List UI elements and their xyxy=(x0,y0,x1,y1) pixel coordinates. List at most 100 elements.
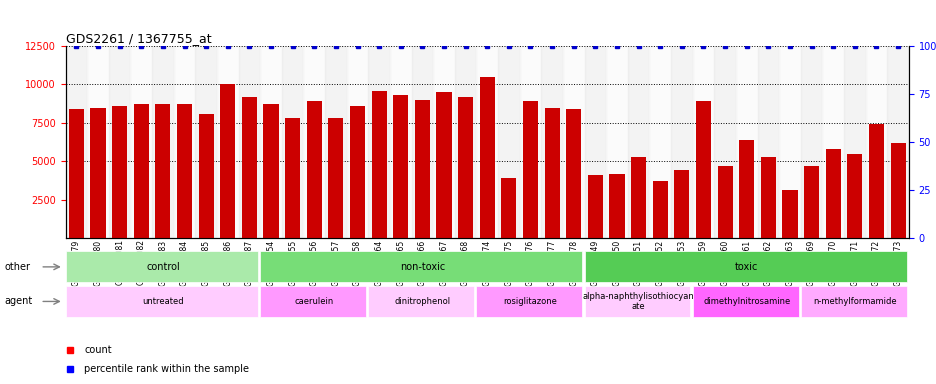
Bar xyxy=(627,46,649,238)
Bar xyxy=(152,46,173,238)
Text: other: other xyxy=(5,262,31,272)
Bar xyxy=(68,109,84,238)
Bar xyxy=(498,46,519,238)
Bar xyxy=(868,124,883,238)
Bar xyxy=(454,46,475,238)
Bar xyxy=(735,46,756,238)
FancyBboxPatch shape xyxy=(692,286,797,317)
Text: toxic: toxic xyxy=(734,262,757,272)
Bar xyxy=(803,166,818,238)
Bar xyxy=(411,46,432,238)
Bar xyxy=(779,46,800,238)
Bar xyxy=(674,170,689,238)
Bar xyxy=(195,46,217,238)
Bar xyxy=(846,154,861,238)
Bar xyxy=(825,149,840,238)
Bar xyxy=(606,46,627,238)
Bar xyxy=(889,143,905,238)
Bar xyxy=(695,101,710,238)
FancyBboxPatch shape xyxy=(584,286,690,317)
Bar xyxy=(479,77,494,238)
FancyBboxPatch shape xyxy=(260,286,366,317)
Bar xyxy=(217,46,239,238)
Bar xyxy=(522,101,537,238)
Bar xyxy=(134,104,149,238)
FancyBboxPatch shape xyxy=(66,286,257,317)
Bar xyxy=(306,101,321,238)
Bar xyxy=(198,114,213,238)
Bar xyxy=(346,46,368,238)
Bar xyxy=(739,140,753,238)
Text: control: control xyxy=(146,262,180,272)
Bar xyxy=(760,157,775,238)
Bar xyxy=(670,46,692,238)
Bar xyxy=(865,46,886,238)
Text: untreated: untreated xyxy=(142,297,183,306)
Bar xyxy=(800,46,822,238)
Bar xyxy=(239,46,260,238)
Bar xyxy=(630,157,646,238)
Bar xyxy=(584,46,606,238)
Bar xyxy=(782,190,797,238)
Bar xyxy=(475,46,498,238)
Bar xyxy=(886,46,908,238)
Bar xyxy=(87,46,109,238)
Bar xyxy=(177,104,192,238)
Bar xyxy=(155,104,170,238)
Bar xyxy=(263,104,278,238)
FancyBboxPatch shape xyxy=(368,286,474,317)
Bar xyxy=(415,100,430,238)
Bar xyxy=(112,106,127,238)
Bar xyxy=(389,46,411,238)
Bar xyxy=(756,46,779,238)
Text: GDS2261 / 1367755_at: GDS2261 / 1367755_at xyxy=(66,32,211,45)
Bar xyxy=(303,46,325,238)
Bar xyxy=(109,46,130,238)
Text: rosiglitazone: rosiglitazone xyxy=(503,297,557,306)
Bar xyxy=(541,46,563,238)
Bar xyxy=(66,46,87,238)
Bar xyxy=(565,109,580,238)
Bar xyxy=(220,84,235,238)
Bar xyxy=(325,46,346,238)
Bar xyxy=(713,46,735,238)
Text: agent: agent xyxy=(5,296,33,306)
Bar xyxy=(432,46,454,238)
FancyBboxPatch shape xyxy=(584,252,906,283)
Bar xyxy=(260,46,282,238)
Bar xyxy=(173,46,195,238)
Bar xyxy=(501,178,516,238)
Bar xyxy=(349,106,365,238)
Bar xyxy=(717,166,732,238)
FancyBboxPatch shape xyxy=(475,286,582,317)
Bar xyxy=(587,175,602,238)
Bar xyxy=(328,118,344,238)
Bar xyxy=(843,46,865,238)
Bar xyxy=(519,46,541,238)
Bar xyxy=(544,108,559,238)
FancyBboxPatch shape xyxy=(260,252,582,283)
Bar xyxy=(368,46,389,238)
Text: dimethylnitrosamine: dimethylnitrosamine xyxy=(702,297,789,306)
Bar xyxy=(692,46,713,238)
FancyBboxPatch shape xyxy=(800,286,906,317)
Bar xyxy=(282,46,303,238)
Bar xyxy=(649,46,670,238)
Bar xyxy=(436,92,451,238)
Bar xyxy=(458,97,473,238)
Text: n-methylformamide: n-methylformamide xyxy=(812,297,896,306)
Text: count: count xyxy=(84,345,111,355)
Bar xyxy=(608,174,624,238)
Text: alpha-naphthylisothiocyan
ate: alpha-naphthylisothiocyan ate xyxy=(582,292,694,311)
Bar xyxy=(563,46,584,238)
Bar xyxy=(91,108,106,238)
Bar xyxy=(652,181,667,238)
Bar xyxy=(241,97,256,238)
Text: caerulein: caerulein xyxy=(294,297,333,306)
Bar xyxy=(372,91,387,238)
Text: dinitrophenol: dinitrophenol xyxy=(394,297,450,306)
FancyBboxPatch shape xyxy=(66,252,257,283)
Bar xyxy=(285,118,300,238)
Bar xyxy=(393,95,408,238)
Text: percentile rank within the sample: percentile rank within the sample xyxy=(84,364,249,374)
